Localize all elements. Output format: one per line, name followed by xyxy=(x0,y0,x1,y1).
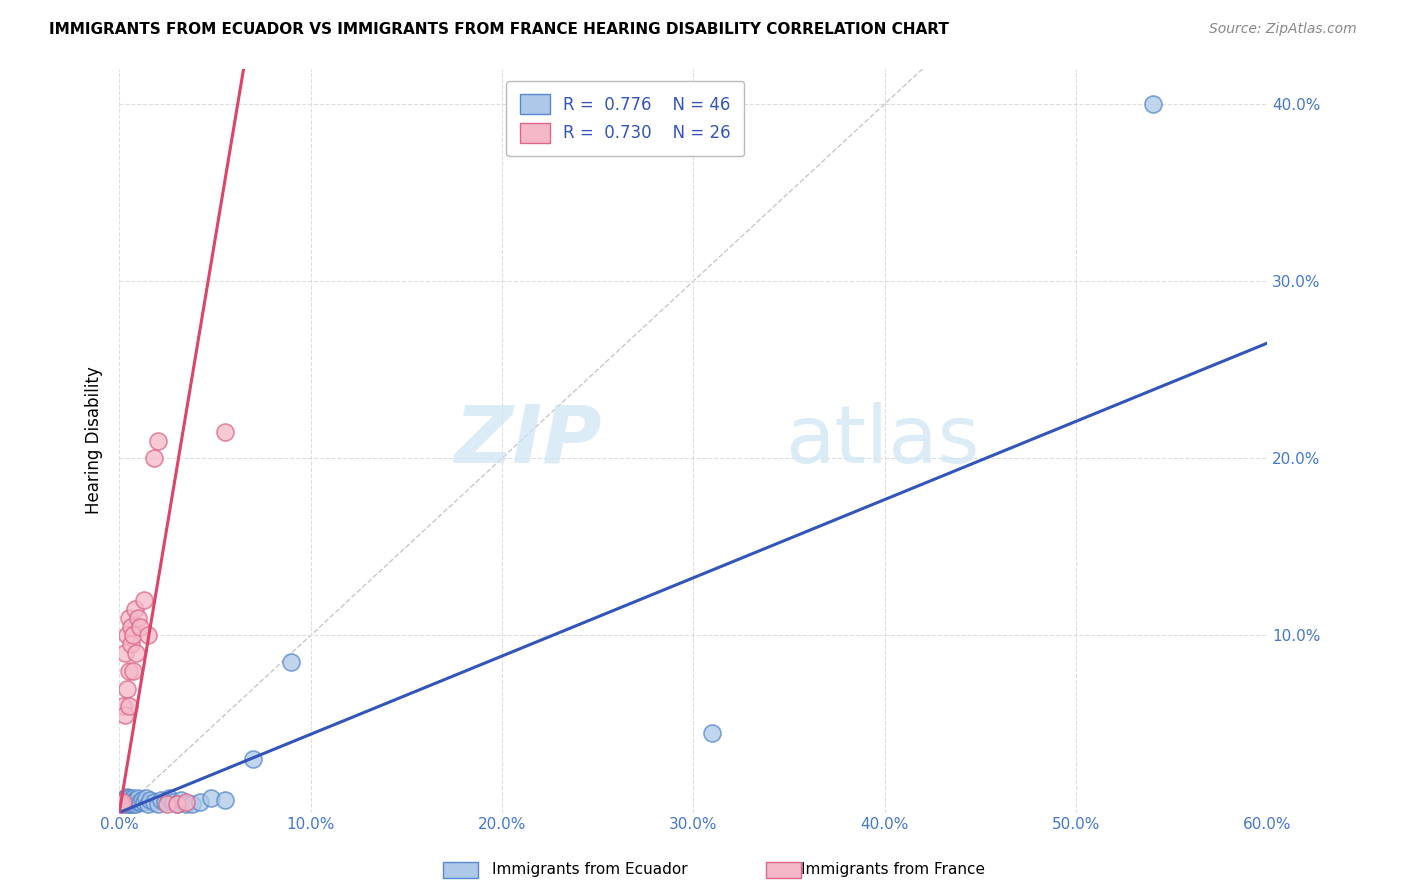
Point xyxy=(125,793,148,807)
Point xyxy=(127,610,149,624)
Point xyxy=(114,646,136,660)
Point xyxy=(120,797,142,811)
Point xyxy=(150,793,173,807)
Text: atlas: atlas xyxy=(785,401,980,480)
Point xyxy=(214,425,236,439)
Point xyxy=(114,791,136,805)
Point xyxy=(118,791,141,805)
Point xyxy=(110,797,132,811)
Y-axis label: Hearing Disability: Hearing Disability xyxy=(86,367,103,515)
Point xyxy=(156,797,179,811)
Point xyxy=(121,628,143,642)
Point xyxy=(134,593,156,607)
Point xyxy=(169,793,191,807)
Point xyxy=(124,793,146,807)
Point xyxy=(114,795,136,809)
Point xyxy=(142,795,165,809)
Text: Immigrants from France: Immigrants from France xyxy=(801,863,986,877)
Point xyxy=(120,637,142,651)
Point xyxy=(1142,97,1164,112)
Point xyxy=(127,795,149,809)
Point xyxy=(115,681,138,696)
Point xyxy=(157,791,180,805)
Point xyxy=(125,646,148,660)
Point xyxy=(118,699,141,714)
Point xyxy=(120,619,142,633)
Point xyxy=(120,795,142,809)
Point xyxy=(174,797,197,811)
Point xyxy=(280,655,302,669)
Text: IMMIGRANTS FROM ECUADOR VS IMMIGRANTS FROM FRANCE HEARING DISABILITY CORRELATION: IMMIGRANTS FROM ECUADOR VS IMMIGRANTS FR… xyxy=(49,22,949,37)
Point xyxy=(125,797,148,811)
Point xyxy=(129,795,152,809)
Point xyxy=(120,793,142,807)
Point xyxy=(112,795,135,809)
Point xyxy=(166,797,188,811)
Point xyxy=(121,791,143,805)
Point xyxy=(118,610,141,624)
Point xyxy=(242,752,264,766)
Point xyxy=(142,451,165,466)
Point xyxy=(136,797,159,811)
Text: Source: ZipAtlas.com: Source: ZipAtlas.com xyxy=(1209,22,1357,37)
Point xyxy=(110,797,132,811)
Point xyxy=(166,797,188,811)
Point xyxy=(124,602,146,616)
Point xyxy=(115,628,138,642)
Point xyxy=(174,795,197,809)
Point xyxy=(135,791,157,805)
Point xyxy=(129,619,152,633)
Point xyxy=(114,797,136,811)
Point xyxy=(121,664,143,678)
Point xyxy=(112,795,135,809)
Point xyxy=(162,795,184,809)
Point xyxy=(181,797,204,811)
Point xyxy=(127,791,149,805)
Point xyxy=(702,726,724,740)
Point xyxy=(121,797,143,811)
Point xyxy=(115,797,138,811)
Legend: R =  0.776    N = 46, R =  0.730    N = 26: R = 0.776 N = 46, R = 0.730 N = 26 xyxy=(506,80,744,156)
Text: ZIP: ZIP xyxy=(454,401,602,480)
Point xyxy=(153,795,176,809)
Text: Immigrants from Ecuador: Immigrants from Ecuador xyxy=(492,863,688,877)
Point xyxy=(200,791,222,805)
Point xyxy=(124,795,146,809)
Point xyxy=(114,708,136,723)
Point xyxy=(134,795,156,809)
Point xyxy=(136,628,159,642)
Point xyxy=(131,793,153,807)
Point xyxy=(112,699,135,714)
Point xyxy=(146,797,169,811)
Point xyxy=(112,793,135,807)
Point xyxy=(146,434,169,448)
Point xyxy=(188,795,211,809)
Point xyxy=(115,793,138,807)
Point xyxy=(118,664,141,678)
Point xyxy=(118,797,141,811)
Point xyxy=(115,789,138,804)
Point xyxy=(118,795,141,809)
Point xyxy=(214,793,236,807)
Point xyxy=(139,793,162,807)
